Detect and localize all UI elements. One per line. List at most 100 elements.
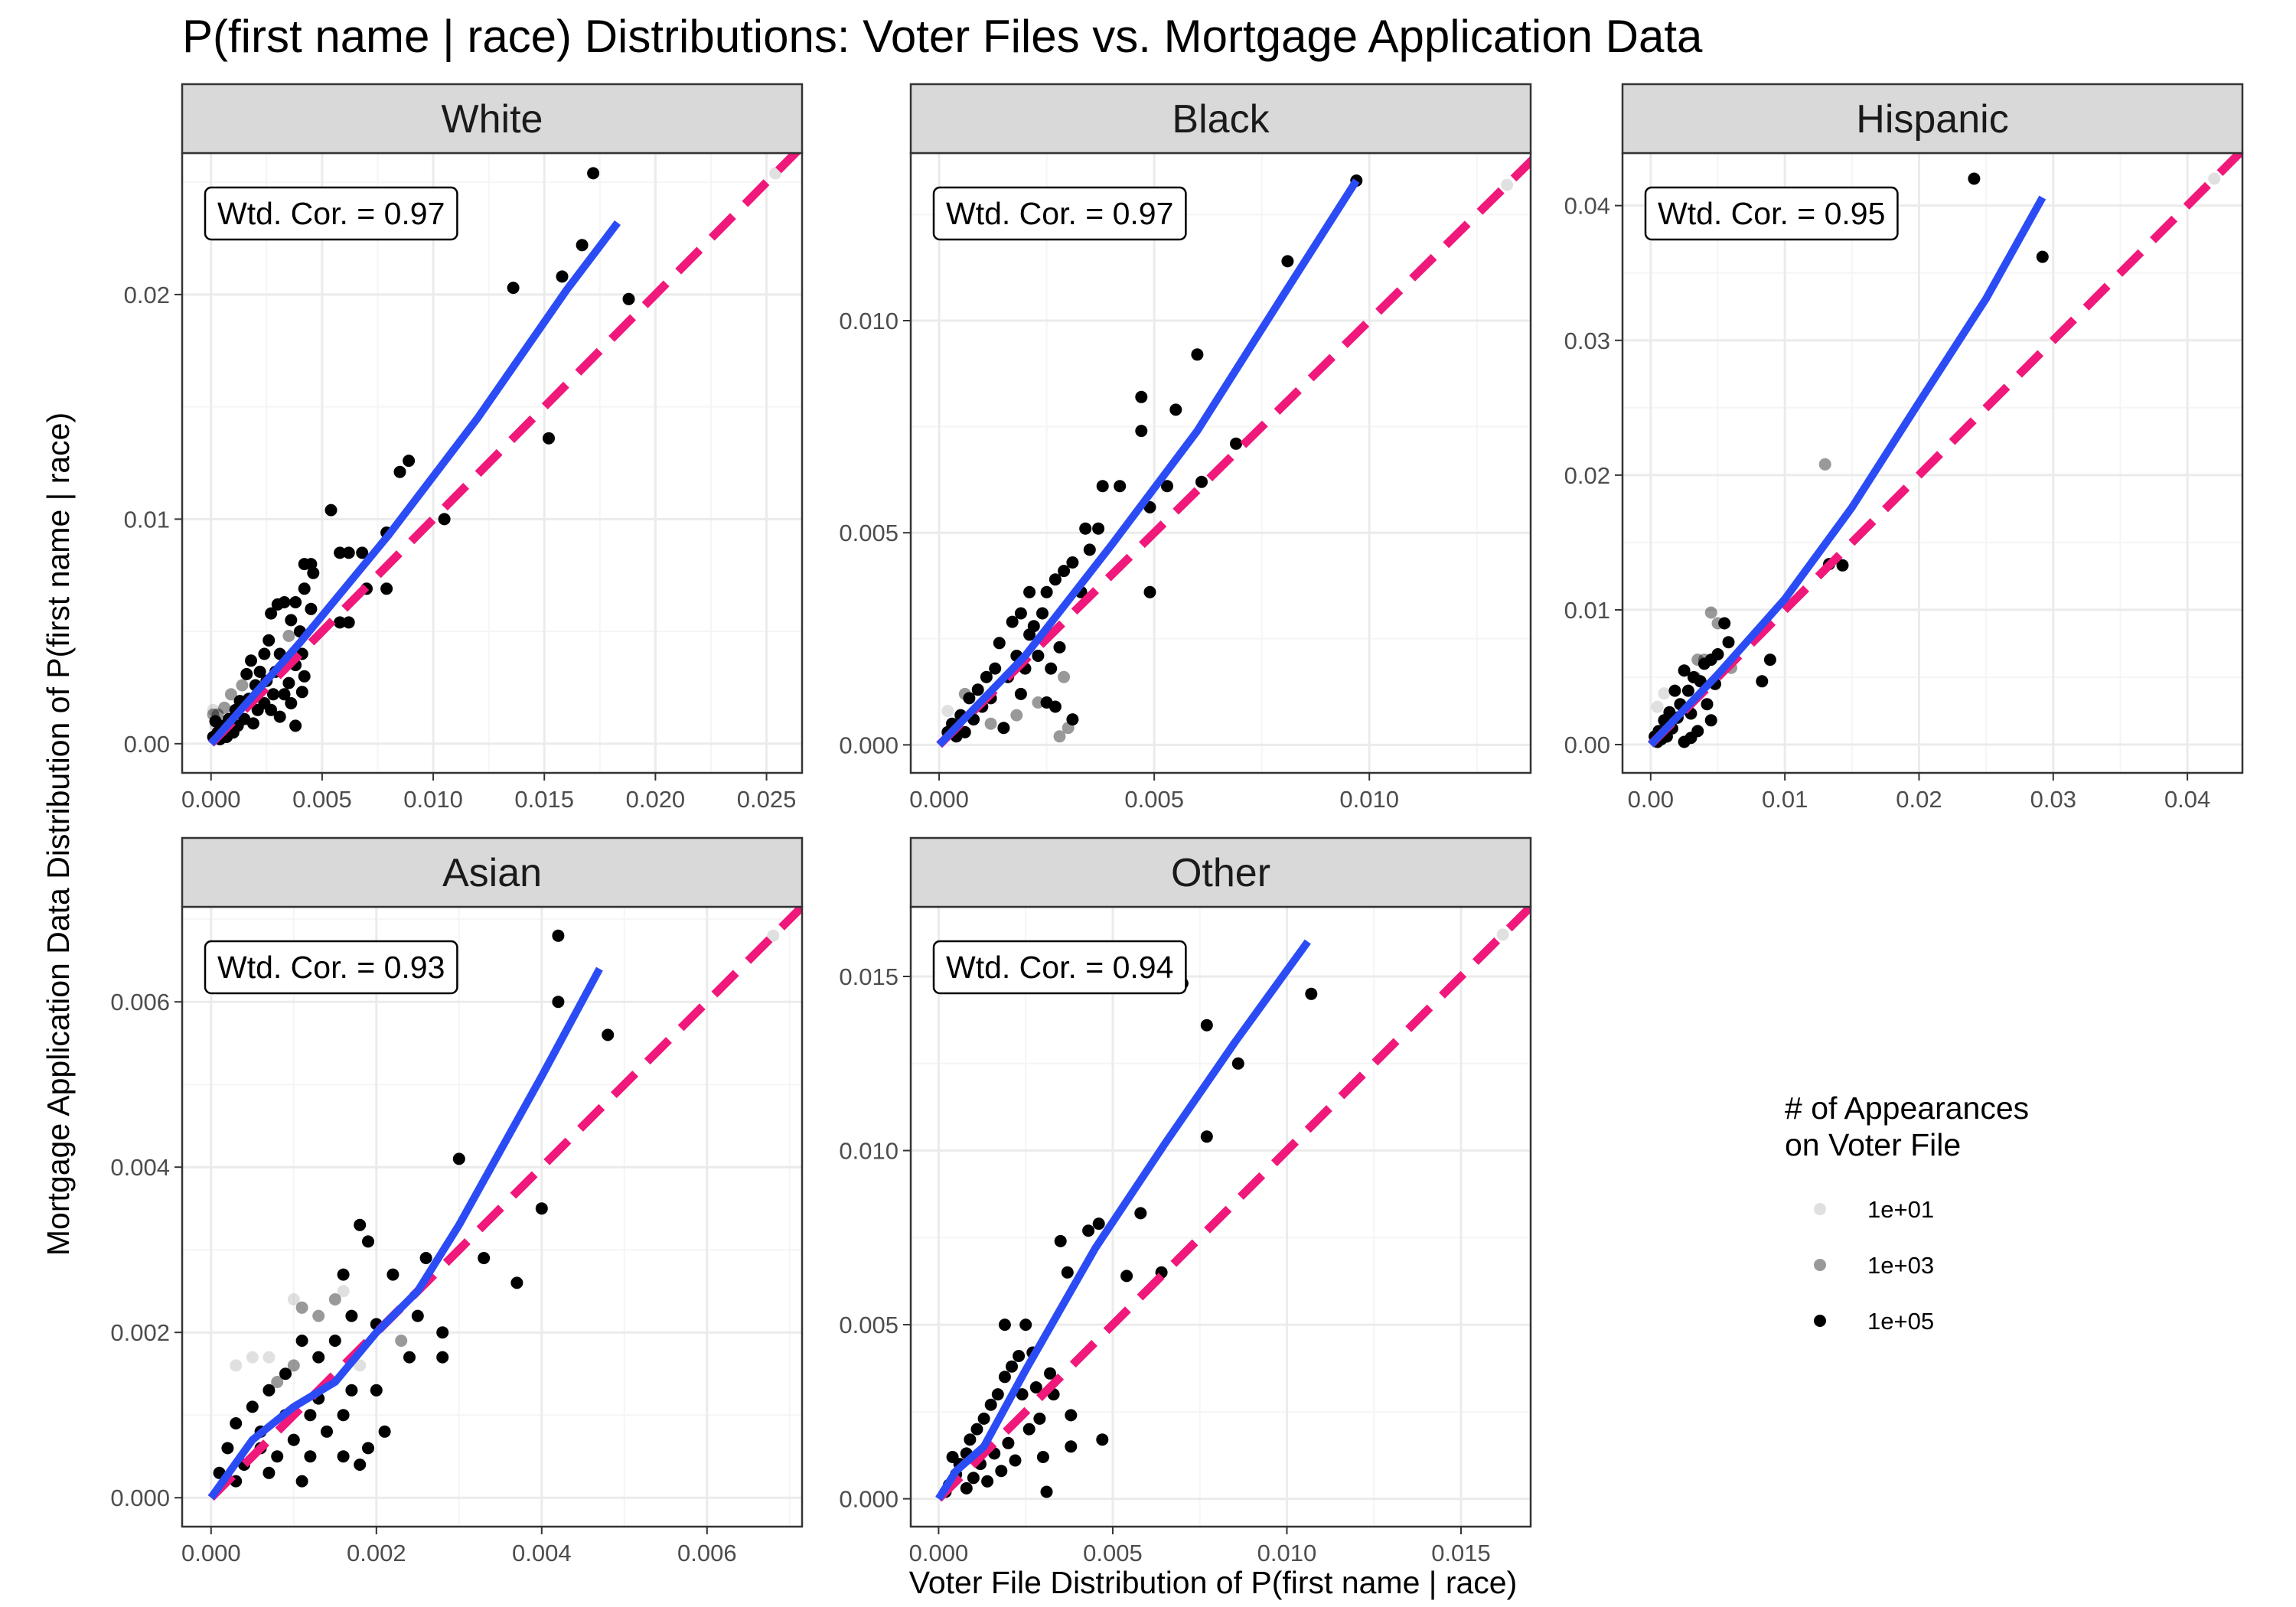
scatter-point xyxy=(1013,1350,1026,1362)
scatter-point xyxy=(298,558,311,571)
scatter-point xyxy=(1701,698,1714,711)
scatter-point xyxy=(1053,641,1066,654)
scatter-point xyxy=(552,996,565,1009)
scatter-point xyxy=(1058,670,1071,683)
scatter-point xyxy=(1058,565,1071,578)
scatter-point xyxy=(271,598,284,611)
scatter-point xyxy=(258,697,271,709)
scatter-point xyxy=(1016,1388,1029,1401)
scatter-point xyxy=(587,167,600,180)
scatter-point xyxy=(218,701,231,714)
strip-label: Black xyxy=(1172,97,1270,142)
scatter-point xyxy=(328,1293,341,1305)
scatter-point xyxy=(354,1218,367,1231)
scatter-point xyxy=(1658,687,1671,700)
y-tick-label: 0.005 xyxy=(839,1312,899,1338)
plot-area xyxy=(936,155,1531,748)
scatter-point xyxy=(1169,403,1182,416)
x-tick-label: 0.03 xyxy=(2030,786,2076,813)
scatter-point xyxy=(354,1459,367,1471)
scatter-point xyxy=(1045,662,1058,675)
scatter-point xyxy=(295,1301,308,1314)
scatter-point xyxy=(1836,559,1849,572)
scatter-point xyxy=(602,1028,615,1041)
scatter-point xyxy=(1651,700,1664,713)
scatter-point xyxy=(767,929,780,942)
scatter-point xyxy=(370,1384,383,1397)
y-tick-label: 0.00 xyxy=(1564,732,1610,758)
scatter-point xyxy=(995,1465,1008,1478)
x-tick-label: 0.005 xyxy=(1124,786,1184,813)
scatter-point xyxy=(337,1409,350,1422)
scatter-point xyxy=(998,1319,1011,1332)
scatter-point xyxy=(998,1371,1011,1384)
chart-title: P(first name | race) Distributions: Vote… xyxy=(182,11,1703,62)
scatter-point xyxy=(1022,1423,1035,1436)
scatter-point xyxy=(419,1252,432,1264)
scatter-point xyxy=(342,546,355,559)
correlation-label: Wtd. Cor. = 0.94 xyxy=(946,950,1173,985)
scatter-point xyxy=(246,1400,259,1413)
scatter-point xyxy=(325,504,338,517)
scatter-point xyxy=(1032,696,1045,709)
x-tick-label: 0.000 xyxy=(909,786,969,813)
scatter-point xyxy=(535,1202,548,1215)
scatter-point xyxy=(1305,987,1318,1000)
scatter-point xyxy=(337,1450,350,1463)
y-tick-label: 0.006 xyxy=(110,989,170,1015)
scatter-point xyxy=(510,1276,523,1289)
scatter-point xyxy=(230,1417,243,1429)
y-tick-label: 0.000 xyxy=(839,732,899,758)
scatter-point xyxy=(1092,522,1105,535)
correlation-box xyxy=(932,186,1187,241)
scatter-point xyxy=(543,432,555,445)
panels: 0.000 0.005 0.010 0.015 0.020 0.0250.000.010.… xyxy=(110,83,2244,1566)
scatter-point xyxy=(271,1450,284,1463)
scatter-point xyxy=(295,686,308,699)
plot-area xyxy=(207,907,802,1501)
scatter-point xyxy=(1722,636,1735,649)
scatter-point xyxy=(354,1359,367,1372)
scatter-point xyxy=(970,1423,983,1436)
legend-key-point xyxy=(1814,1315,1826,1327)
scatter-point xyxy=(1668,684,1681,697)
legend-title-line1: # of Appearances xyxy=(1785,1090,2029,1126)
scatter-point xyxy=(971,683,984,696)
scatter-point xyxy=(1082,1224,1095,1237)
scatter-point xyxy=(1083,543,1096,556)
scatter-point xyxy=(1053,730,1066,743)
scatter-point xyxy=(1718,617,1731,630)
legend-key-label: 1e+05 xyxy=(1867,1308,1934,1335)
x-tick-label: 0.010 xyxy=(1257,1540,1317,1566)
scatter-point xyxy=(1040,1485,1053,1498)
scatter-point xyxy=(395,1335,408,1347)
scatter-point xyxy=(1036,607,1049,620)
scatter-point xyxy=(307,566,320,579)
legend: # of Appearances on Voter File 1e+011e+0… xyxy=(1785,1090,2029,1335)
x-tick-label: 0.004 xyxy=(512,1540,572,1566)
scatter-point xyxy=(362,1235,374,1248)
legend-keys: 1e+01 1e+03 1e+05 xyxy=(1814,1196,1934,1335)
scatter-point xyxy=(1009,1454,1022,1467)
scatter-point xyxy=(305,602,318,615)
scatter-point xyxy=(1195,475,1208,488)
scatter-point xyxy=(997,722,1010,735)
scatter-point xyxy=(984,717,997,730)
scatter-point xyxy=(1033,1412,1046,1425)
scatter-point xyxy=(1114,480,1127,493)
scatter-point xyxy=(981,1475,994,1488)
scatter-point xyxy=(295,1475,308,1488)
strip-background xyxy=(909,83,1532,155)
scatter-point xyxy=(263,1351,276,1364)
scatter-point xyxy=(321,1425,333,1438)
scatter-point xyxy=(1066,713,1079,726)
scatter-point xyxy=(267,688,279,701)
scatter-point xyxy=(1763,654,1776,667)
scatter-point xyxy=(334,616,347,629)
scatter-point xyxy=(1711,617,1724,630)
legend-key-label: 1e+01 xyxy=(1867,1196,1934,1223)
x-tick-label: 0.000 xyxy=(181,786,241,813)
x-tick-label: 0.025 xyxy=(737,786,797,813)
x-tick-label: 0.04 xyxy=(2164,786,2210,813)
